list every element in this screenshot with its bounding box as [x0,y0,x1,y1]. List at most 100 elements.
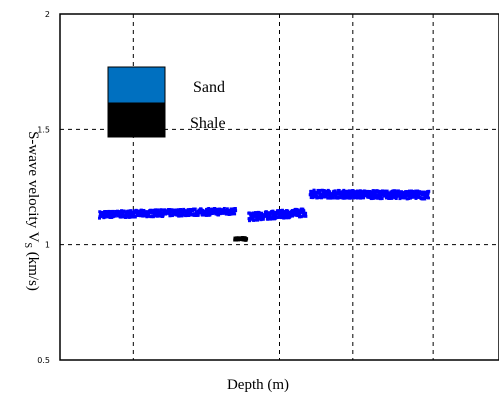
data-point-sand [231,211,235,215]
data-point-sand [362,196,366,200]
data-point-sand [147,212,151,216]
legend-label-shale: Shale [190,115,226,132]
data-point-sand [427,189,431,193]
data-point-sand [394,196,398,200]
data-point-sand [117,213,121,217]
data-point-sand [286,210,290,214]
data-point-sand [343,196,347,200]
data-point-sand [207,206,211,210]
data-point-sand [413,194,417,198]
data-point-sand [251,216,255,220]
data-point-sand [152,208,156,212]
y-tick-label: 0.5 [37,356,50,365]
data-point-sand [215,210,219,214]
data-point-sand [370,191,374,195]
data-point-sand [176,208,180,212]
data-point-sand [120,209,124,213]
data-point-sand [181,212,185,216]
legend-label-sand: Sand [193,79,225,96]
data-point-sand [103,215,107,219]
data-point-sand [331,196,335,200]
data-point-sand [193,207,197,211]
data-point-sand [407,189,411,193]
data-point-sand [226,208,230,212]
data-point-sand [405,197,409,201]
data-point-sand [350,193,354,197]
data-point-sand [270,211,274,215]
data-point-sand [170,214,174,218]
data-point-sand [324,193,328,197]
data-point-sand [290,209,294,213]
data-point-sand [341,194,345,198]
data-point-sand [210,212,214,216]
data-point-sand [300,210,304,214]
data-point-sand [218,207,222,211]
data-point-sand [283,211,287,215]
data-point-sand [349,196,353,200]
data-point-sand [222,206,226,210]
data-point-sand [138,210,142,214]
data-point-sand [421,190,425,194]
data-point-sand [233,212,237,216]
data-point-sand [277,215,281,219]
data-point-sand [344,191,348,195]
data-point-sand [342,191,346,195]
data-point-sand [310,191,314,195]
data-point-sand [316,195,320,199]
data-point-sand [312,189,316,193]
data-point-sand [371,195,375,199]
data-point-sand [214,212,218,216]
data-point-sand [342,188,346,192]
data-point-sand [398,197,402,201]
data-point-sand [298,213,302,217]
data-point-sand [334,193,338,197]
data-point-sand [233,207,237,211]
y-axis-label: S-wave velocity VS (km/s) [22,131,41,291]
x-axis-label: Depth (m) [227,377,289,393]
data-point-sand [139,213,143,217]
data-point-sand [372,191,376,195]
data-point-sand [382,194,386,198]
legend-swatch-shale [107,102,166,138]
data-point-sand [316,188,320,192]
data-point-sand [143,214,147,218]
data-point-sand [355,194,359,198]
data-point-sand [304,214,308,218]
data-point-sand [391,192,395,196]
data-point-sand [349,189,353,193]
data-point-sand [279,211,283,215]
data-point-sand [278,209,282,213]
data-point-sand [257,211,261,215]
y-axis-label-unit: (km/s) [25,248,41,291]
data-point-sand [116,209,120,213]
data-point-sand [284,216,288,220]
data-point-sand [380,197,384,201]
data-point-sand [362,193,366,197]
data-point-sand [326,196,330,200]
data-point-sand [260,213,264,217]
data-point-sand [205,213,209,217]
y-axis-label-subscript: S [22,242,33,248]
data-point-sand [188,213,192,217]
data-point-sand [133,215,137,219]
data-point-sand [186,214,190,218]
data-point-sand [234,209,238,213]
data-point-sand [260,217,264,221]
data-point-sand [113,214,117,218]
data-point-sand [406,191,410,195]
data-point-sand [313,190,317,194]
data-point-sand [410,195,414,199]
data-point-sand [318,191,322,195]
data-point-sand [252,218,256,222]
data-point-sand [107,214,111,218]
y-tick-labels: 0.5 1 1.5 2 [37,10,50,365]
data-point-sand [216,207,220,211]
data-point-sand [371,189,375,193]
data-point-sand [168,214,172,218]
data-point-sand [338,196,342,200]
data-point-sand [323,191,327,195]
data-point-sand [271,217,275,221]
data-point-sand [368,194,372,198]
data-point-sand [322,189,326,193]
